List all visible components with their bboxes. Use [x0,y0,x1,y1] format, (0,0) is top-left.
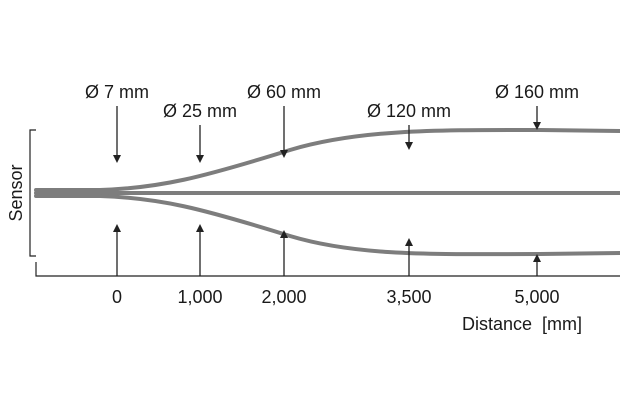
diameter-label: Ø 7 mm [85,82,149,102]
beam-lower-edge [34,194,620,257]
up-arrow [280,230,288,276]
down-arrow [405,125,413,150]
down-arrow [533,106,541,130]
spot-markers: Ø 7 mm 0 Ø 25 mm 1,000 Ø 60 mm 2,000 Ø 120 mm 3… [85,82,579,307]
sensor-bracket [29,129,36,257]
diameter-label: Ø 160 mm [495,82,579,102]
distance-axis [35,262,620,277]
down-arrow [280,106,288,158]
down-arrow [196,125,204,163]
up-arrow [196,224,204,276]
diameter-label: Ø 120 mm [367,101,451,121]
diameter-label: Ø 60 mm [247,82,321,102]
distance-tick-label: 1,000 [177,287,222,307]
distance-tick-label: 5,000 [514,287,559,307]
distance-axis-label: Distance [mm] [462,314,582,334]
up-arrow [533,254,541,276]
distance-tick-label: 2,000 [261,287,306,307]
up-arrow [405,238,413,276]
beam-upper-edge [34,127,620,192]
distance-tick-label: 0 [112,287,122,307]
up-arrow [113,224,121,276]
diameter-label: Ø 25 mm [163,101,237,121]
down-arrow [113,106,121,163]
distance-tick-label: 3,500 [386,287,431,307]
sensor-label: Sensor [6,164,26,221]
